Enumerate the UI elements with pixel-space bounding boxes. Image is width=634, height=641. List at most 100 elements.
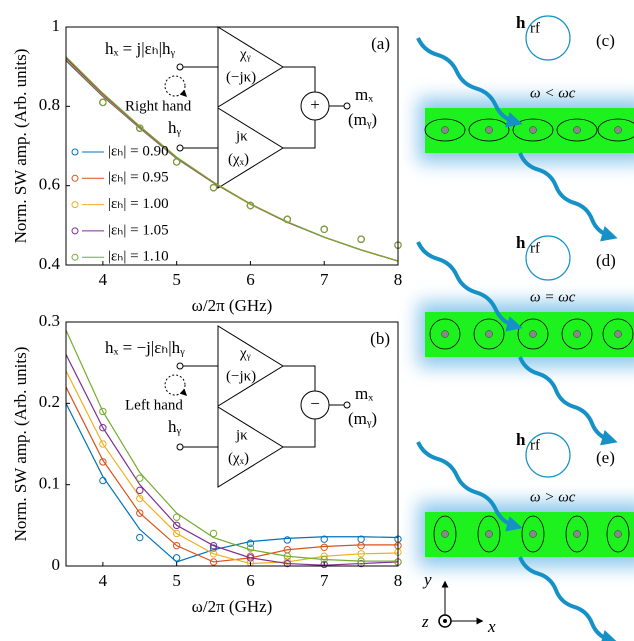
hand-label: Right hand xyxy=(125,98,192,114)
y-tick-label: 0.1 xyxy=(39,474,60,493)
block-diagram: hₓ = −j|εₕ|hᵧχᵧ(−jκ)jκ(χₓ)−mₓ(mᵧ)Left ha… xyxy=(105,326,377,487)
data-point xyxy=(321,226,327,232)
input-x-label: hₓ = −j|εₕ|hᵧ xyxy=(105,338,185,357)
legend-label: |εₕ| = 1.10 xyxy=(108,249,169,265)
condition: ω = ωc xyxy=(530,289,576,305)
x-tick-label: 5 xyxy=(172,571,181,590)
upper-block xyxy=(218,326,283,406)
hand-circle xyxy=(165,375,185,395)
input-x-label: hₓ = j|εₕ|hᵧ xyxy=(105,39,176,58)
data-point xyxy=(137,475,143,481)
data-point xyxy=(358,236,364,242)
panel-label: (e) xyxy=(596,448,615,467)
y-tick-label: 0 xyxy=(52,555,61,574)
x-tick-label: 7 xyxy=(320,571,329,590)
spin xyxy=(530,127,537,134)
spin xyxy=(442,531,449,538)
field-sub: rf xyxy=(530,20,540,36)
condition: ω > ωc xyxy=(530,489,576,505)
transmitted-wave xyxy=(520,557,610,640)
input-y-label: hᵧ xyxy=(168,417,182,436)
spin xyxy=(615,127,622,134)
data-point xyxy=(321,544,327,550)
operator: + xyxy=(310,95,320,114)
block-text: χᵧ xyxy=(239,46,251,62)
block-text: jκ xyxy=(235,427,248,443)
output-label: (mᵧ) xyxy=(348,409,377,428)
x-tick-label: 4 xyxy=(99,571,108,590)
spin xyxy=(486,531,493,538)
x-tick-label: 6 xyxy=(246,571,255,590)
spin xyxy=(530,331,537,338)
output-node xyxy=(344,402,350,408)
block-text: (χₓ) xyxy=(228,151,249,167)
legend-label: |εₕ| = 0.95 xyxy=(108,170,169,186)
data-point xyxy=(247,545,253,551)
y-tick-label: 0.4 xyxy=(39,254,61,273)
block-text: jκ xyxy=(235,128,248,144)
transmitted-wave xyxy=(520,357,610,440)
data-point xyxy=(173,514,179,520)
data-point xyxy=(137,487,143,493)
transmitted-wave xyxy=(520,153,610,236)
figure: hₓ = j|εₕ|hᵧ χᵧ (−jκ) jκ (χₓ) + mₓ (mᵧ) Right ha… xyxy=(0,0,634,641)
spin xyxy=(615,531,622,538)
input-y-label: hᵧ xyxy=(168,118,182,137)
legend-marker xyxy=(72,228,78,234)
legend-marker xyxy=(72,254,78,260)
x-tick-label: 8 xyxy=(394,571,403,590)
upper-block xyxy=(218,27,283,107)
spin xyxy=(574,127,581,134)
axis-letter: x xyxy=(487,617,496,636)
condition: ω < ωc xyxy=(530,85,576,101)
input-node xyxy=(177,444,183,450)
hand-arrow xyxy=(182,391,186,395)
spin xyxy=(615,331,622,338)
y-tick-label: 1 xyxy=(52,16,61,35)
panel-label: (b) xyxy=(370,329,390,348)
panel-label: (d) xyxy=(596,251,616,270)
block-text: χᵧ xyxy=(239,345,251,361)
spin xyxy=(442,331,449,338)
input-node xyxy=(177,64,183,70)
output-label: mₓ xyxy=(355,384,373,403)
panel-label: (a) xyxy=(371,34,390,53)
data-point xyxy=(173,159,179,165)
z-dot xyxy=(443,619,447,623)
hand-circle xyxy=(165,76,185,96)
field-label: h xyxy=(516,233,526,252)
legend-label: |εₕ| = 1.00 xyxy=(108,196,169,212)
legend-marker xyxy=(72,175,78,181)
y-axis-label: Norm. SW amp. (Arb. units) xyxy=(11,49,30,244)
input-node xyxy=(177,363,183,369)
y-axis-label: Norm. SW amp. (Arb. units) xyxy=(11,347,30,542)
legend-label: |εₕ| = 1.05 xyxy=(108,222,169,238)
field-sub: rf xyxy=(530,240,540,256)
legend-marker xyxy=(72,149,78,155)
data-point xyxy=(284,537,290,543)
hand-label: Left hand xyxy=(125,397,183,413)
operator: − xyxy=(310,394,320,413)
x-tick-label: 5 xyxy=(172,270,181,289)
output-label: (mᵧ) xyxy=(348,110,377,129)
field-sub: rf xyxy=(530,437,540,453)
x-axis-label: ω/2π (GHz) xyxy=(192,597,273,616)
panel-label: (c) xyxy=(596,31,615,50)
x-axis-label: ω/2π (GHz) xyxy=(192,296,273,315)
x-tick-label: 8 xyxy=(394,270,403,289)
block-text: (−jκ) xyxy=(226,368,256,384)
data-point xyxy=(137,534,143,540)
spin xyxy=(574,331,581,338)
spin xyxy=(530,531,537,538)
spin xyxy=(574,531,581,538)
spin xyxy=(486,331,493,338)
output-label: mₓ xyxy=(355,85,373,104)
field-label: h xyxy=(516,13,526,32)
y-tick-label: 0.2 xyxy=(39,392,60,411)
lower-block xyxy=(218,108,283,188)
axis-letter: z xyxy=(421,612,429,631)
output-node xyxy=(344,103,350,109)
x-tick-label: 7 xyxy=(320,270,329,289)
y-tick-label: 0.3 xyxy=(39,311,60,330)
